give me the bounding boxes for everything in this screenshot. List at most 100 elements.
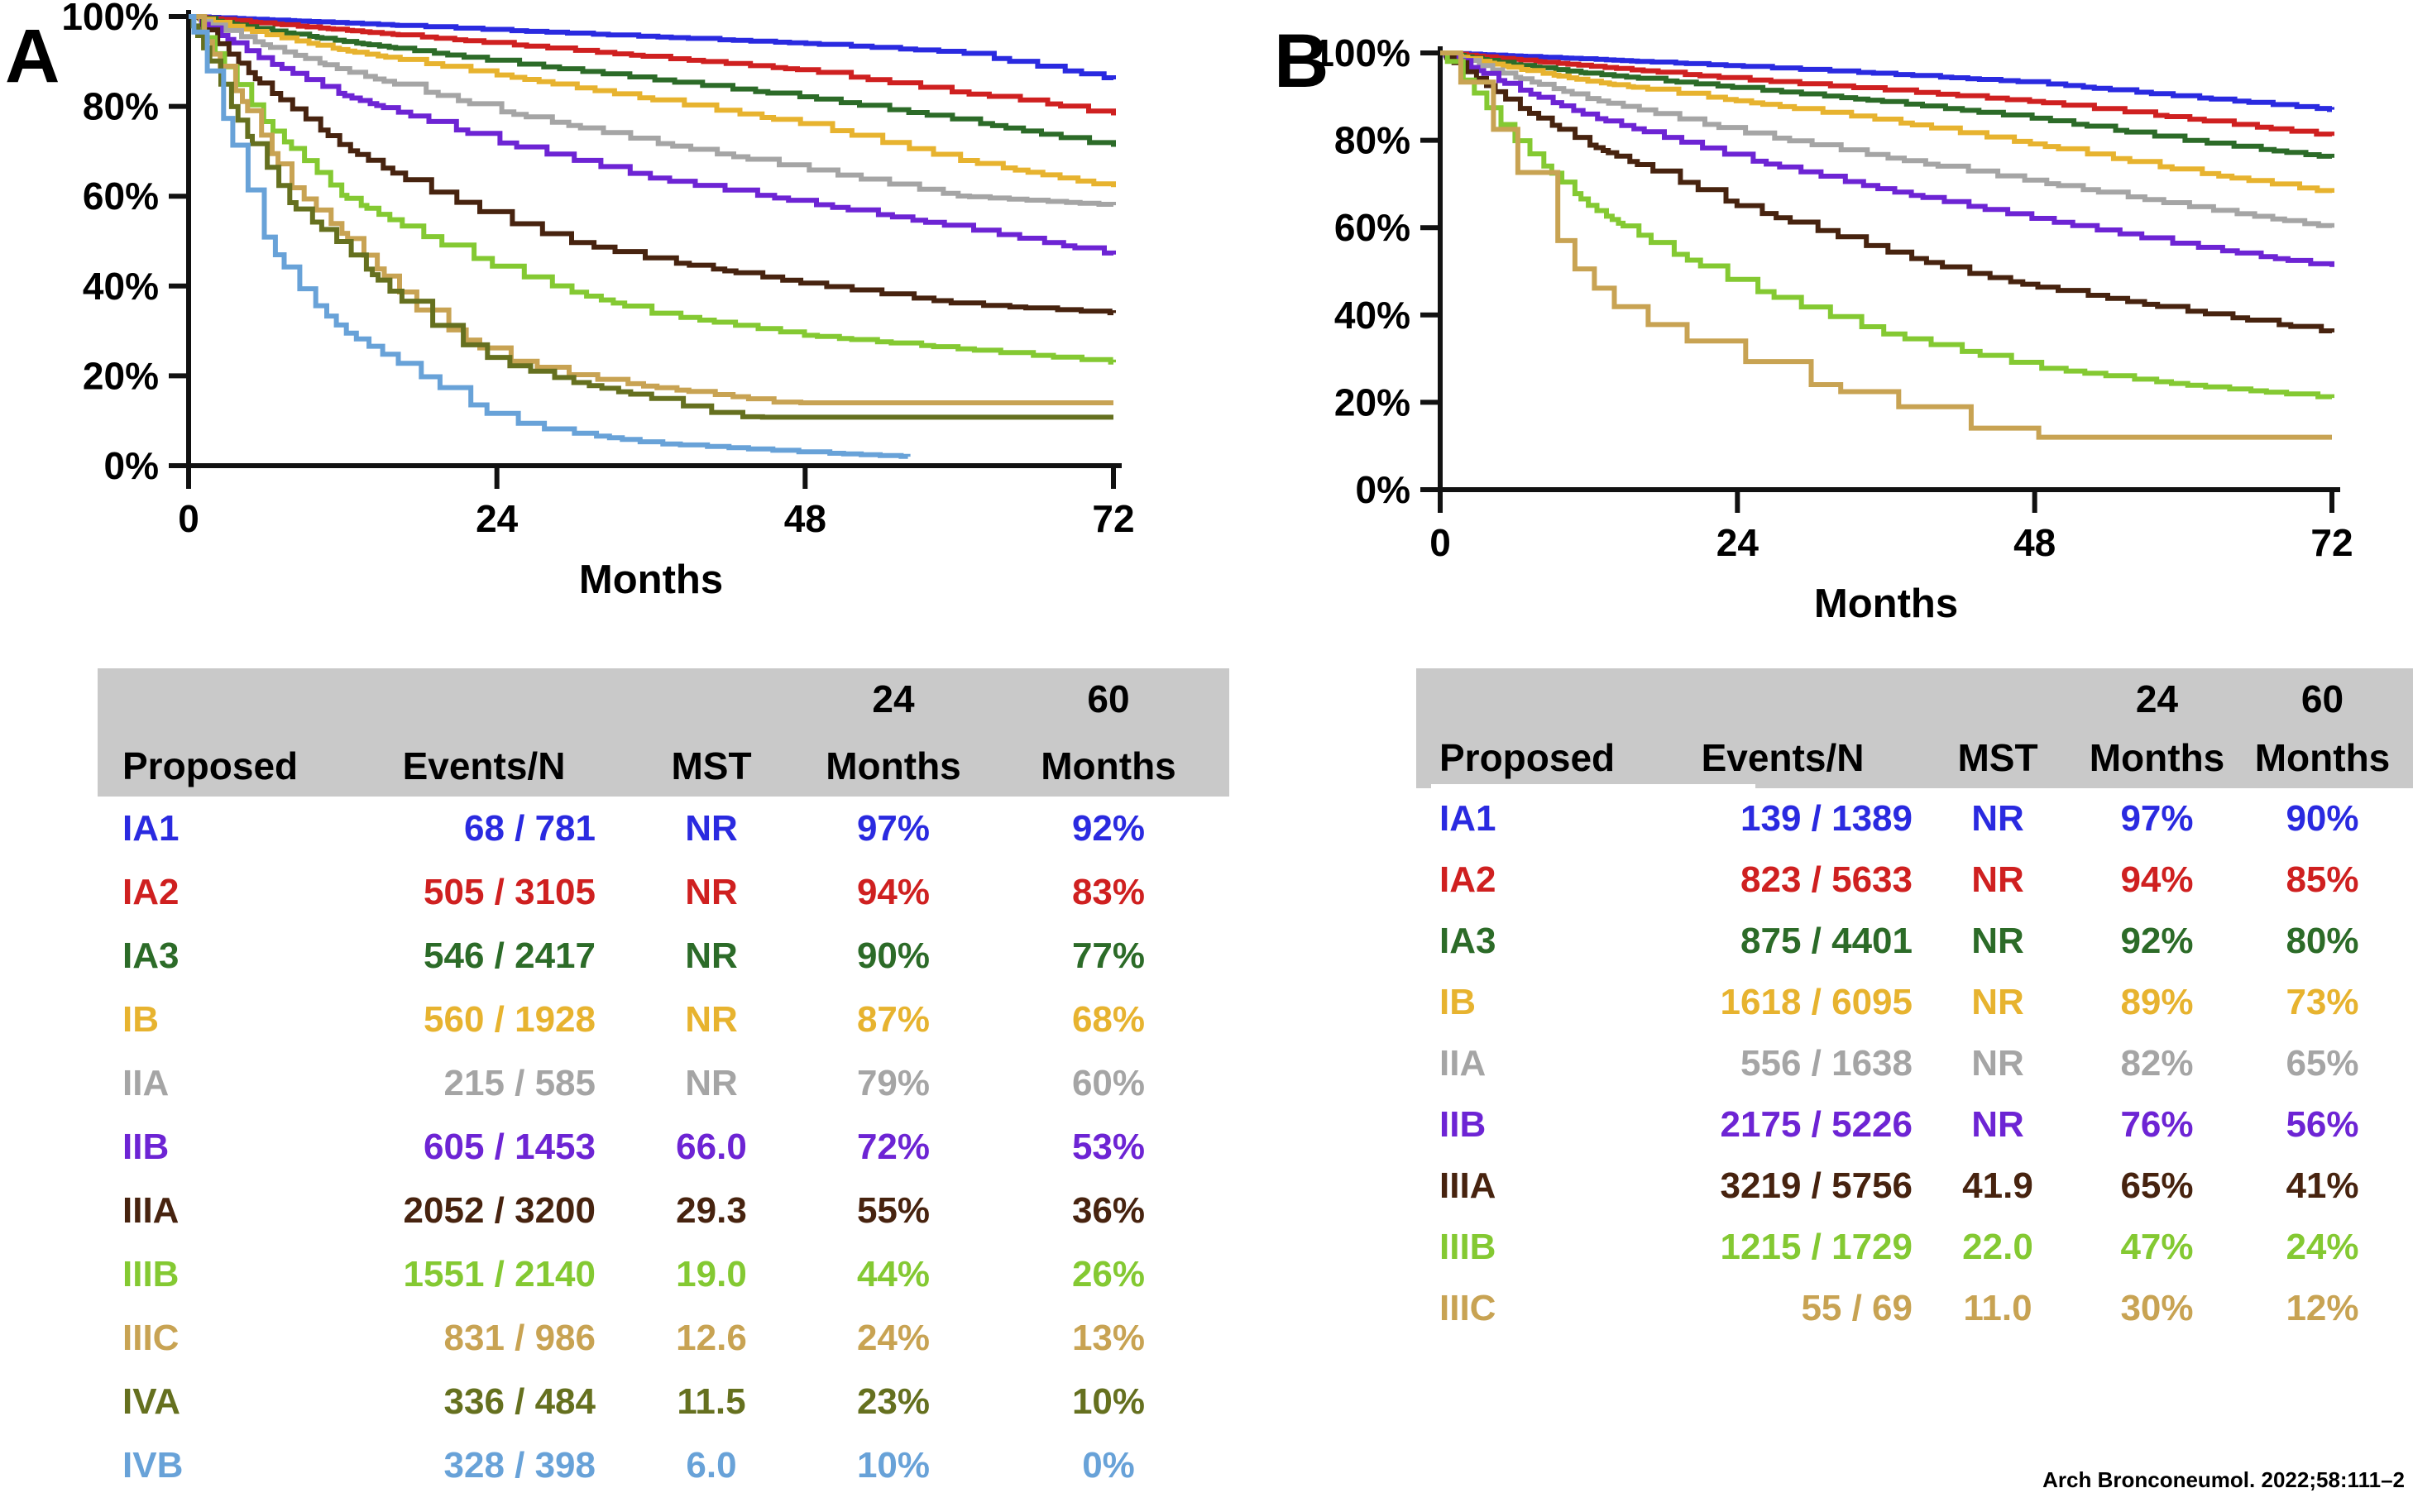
pct-60mo-cell: 90% [2286,798,2359,839]
events-n-cell: 875 / 4401 [1740,921,1913,961]
header-spacer [1439,668,1646,721]
proposed-underline [1431,784,1755,788]
mst-cell: NR [1971,921,2024,961]
stage-label: IIIC [122,1317,180,1358]
x-tick-label: 72 [1092,497,1134,540]
y-tick-label: 60% [83,175,159,218]
pct-24mo-cell: 89% [2120,982,2194,1022]
pct-60mo-cell: 85% [2286,859,2359,900]
km-curve-A-IA1 [189,14,1116,80]
y-tick-label: 100% [61,0,159,38]
survival-table-a: 24 60 Proposed Events/N MST Months Months IA1 68… [98,668,1229,1497]
stage-label: IIA [1439,1043,1487,1084]
km-curve-B-IA3 [1440,50,2334,159]
table-row-IVA: IVA 336 / 484 11.5 23% 10% [98,1370,1229,1433]
header-60: 60 [1087,677,1130,720]
pct-60mo-cell: 73% [2286,982,2359,1022]
km-curve-A-IA3 [189,14,1116,147]
header-proposed: Proposed [1439,736,1616,779]
pct-60mo-cell: 41% [2286,1165,2359,1206]
stage-label: IA3 [122,935,180,976]
pct-24mo-cell: 65% [2120,1165,2194,1206]
mst-cell: 11.0 [1963,1288,2032,1328]
pct-60mo-cell: 24% [2286,1227,2359,1267]
stage-label: IVB [122,1444,184,1486]
table-header: 24 60 Proposed Events/N MST Months Months [1416,668,2413,788]
y-tick-label: 40% [83,265,159,308]
x-tick-label: 48 [2013,521,2056,564]
pct-60mo-cell: 12% [2286,1288,2359,1328]
stage-label: IIIB [122,1253,180,1294]
mst-cell: NR [1971,1043,2024,1084]
mst-cell: NR [1971,798,2024,839]
km-curve-B-IIB [1440,50,2334,267]
stage-label: IB [122,998,159,1040]
header-spacer [339,668,629,721]
km-curve-A-IVA [189,14,1113,420]
panel-a-chart: 100% 80% 60% 40% 20% 0% 0 24 48 72 Months [61,0,1134,602]
pct-24mo-cell: 10% [856,1444,931,1486]
pct-60mo-cell: 10% [1071,1380,1146,1422]
y-tick-label: 40% [1334,294,1410,337]
km-curve-B-IIIB [1440,50,2334,400]
y-tick-label: 80% [1334,119,1410,162]
mst-cell: NR [685,1062,738,1103]
x-tick-label: 24 [476,497,519,540]
events-n-cell: 831 / 986 [443,1317,596,1358]
pct-60mo-cell: 60% [1071,1062,1146,1103]
header-mst: MST [671,744,752,787]
mst-cell: NR [685,935,738,976]
header-24-months: Months [2089,736,2225,779]
table-row-IIIC: IIIC 831 / 986 12.6 24% 13% [98,1306,1229,1370]
mst-cell: 19.0 [676,1253,747,1294]
pct-24mo-cell: 72% [856,1126,931,1167]
mst-cell: 12.6 [676,1317,747,1358]
events-n-cell: 1551 / 2140 [403,1253,596,1294]
y-tick-label: 20% [1334,380,1410,423]
pct-24mo-cell: 90% [856,935,931,976]
km-curve-A-IIIC [189,14,1113,405]
events-n-cell: 2052 / 3200 [403,1189,596,1231]
events-n-cell: 3219 / 5756 [1720,1165,1913,1206]
y-tick-label: 80% [83,85,159,128]
pct-24mo-cell: 97% [856,807,931,849]
events-n-cell: 68 / 781 [463,807,596,849]
table-row-IIIB: IIIB 1551 / 2140 19.0 44% 26% [98,1242,1229,1306]
stage-label: IVA [122,1380,181,1422]
mst-cell: NR [1971,1104,2024,1145]
mst-cell: NR [1971,982,2024,1022]
panel-a-label: A [5,14,60,98]
x-axis-label: Months [1814,581,1958,626]
header-24: 24 [2135,677,2179,720]
x-tick-label: 24 [1716,521,1759,564]
x-tick-label: 72 [2310,521,2353,564]
pct-24mo-cell: 87% [856,998,931,1040]
header-60: 60 [2300,677,2344,720]
table-row-IIA: IIA 215 / 585 NR 79% 60% [98,1051,1229,1115]
km-curve-A-IVB [189,14,911,459]
stage-label: IB [1439,982,1476,1022]
pct-24mo-cell: 82% [2120,1043,2194,1084]
x-tick-label: 0 [1429,521,1451,564]
x-axis-label: Months [579,557,723,602]
pct-60mo-cell: 0% [1082,1444,1135,1486]
y-tick-label: 20% [83,354,159,397]
km-curve-A-IB [189,14,1116,188]
pct-60mo-cell: 36% [1071,1189,1146,1231]
header-events-n: Events/N [402,744,566,787]
stage-label: IIIA [1439,1165,1496,1206]
stage-label: IIIA [122,1189,180,1231]
pct-60mo-cell: 80% [2286,921,2359,961]
stage-label: IIIB [1439,1227,1496,1267]
km-curve-A-IIA [189,14,1116,207]
stage-label: IA2 [122,871,180,912]
header-mst: MST [1957,736,2038,779]
pct-24mo-cell: 94% [2120,859,2194,900]
table-row-IB: IB 1618 / 6095 NR 89% 73% [1416,972,2413,1033]
survival-table-b: 24 60 Proposed Events/N MST Months Months IA1 13… [1416,668,2413,1339]
km-curve-A-IIIA [189,14,1116,316]
km-curve-B-IA2 [1440,50,2334,137]
mst-cell: 66.0 [676,1126,747,1167]
panel-b-label: B [1274,19,1329,103]
